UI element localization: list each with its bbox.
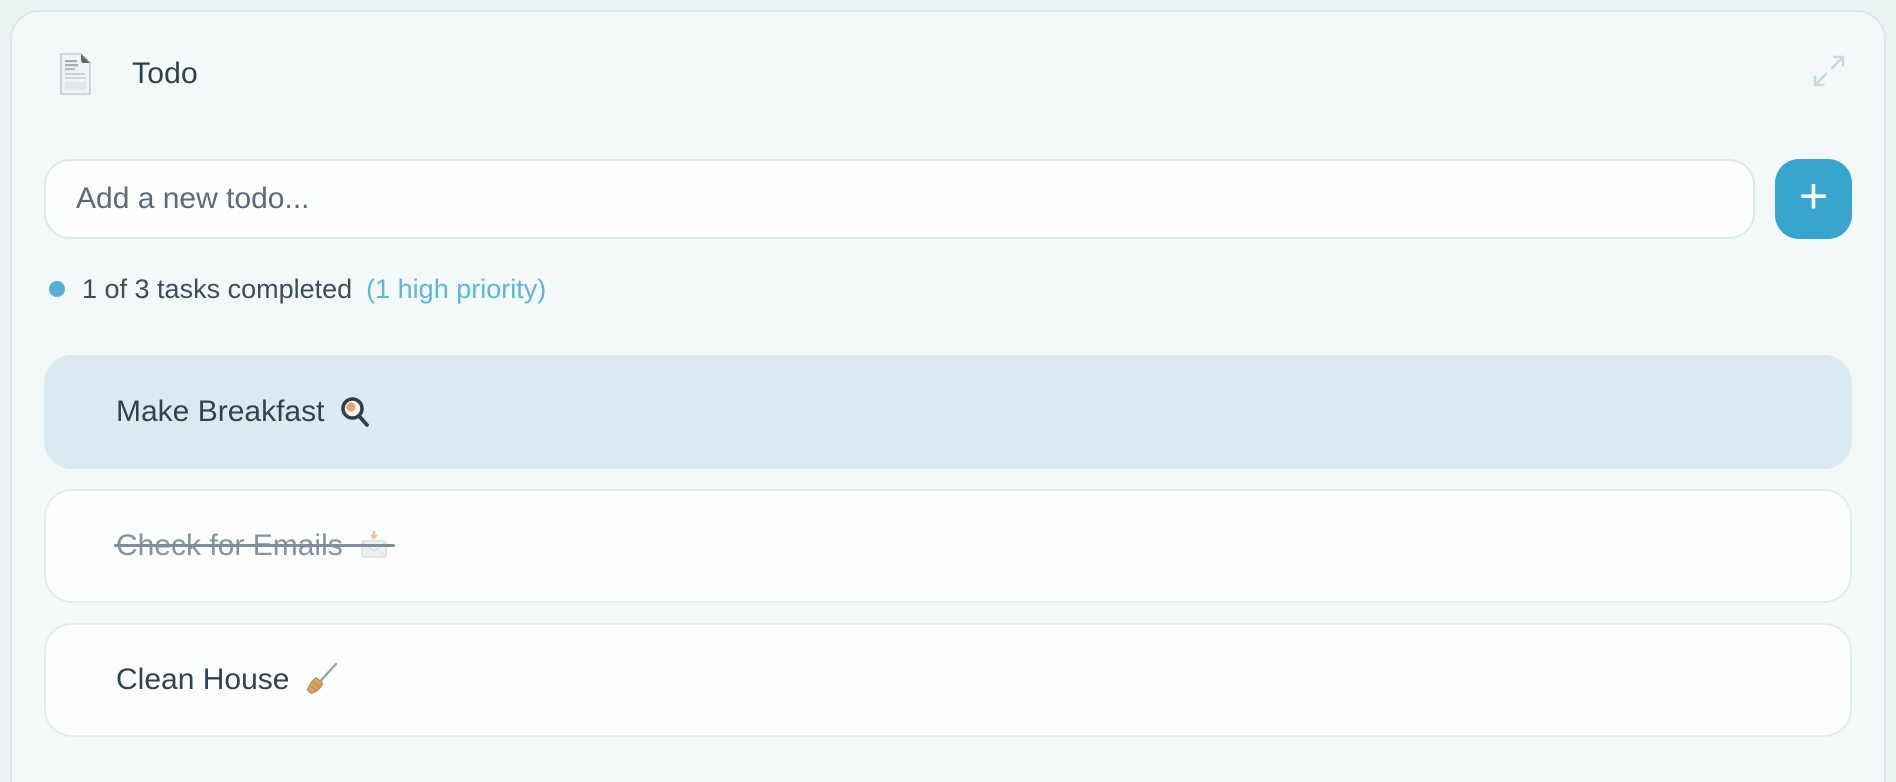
envelope-down-emoji <box>357 529 391 563</box>
todo-list: Make Breakfast Check for Emails <box>44 355 1852 737</box>
status-summary: 1 of 3 tasks completed <box>82 273 353 304</box>
todo-item-check-for-emails[interactable]: Check for Emails <box>44 489 1852 603</box>
todo-label: Make Breakfast <box>116 395 372 429</box>
todo-widget-card: Todo + 1 of 3 tasks completed (1 high pr… <box>10 10 1886 782</box>
todo-label: Clean House <box>116 662 339 698</box>
broom-emoji <box>303 662 339 698</box>
todo-item-clean-house[interactable]: Clean House <box>44 623 1852 737</box>
todo-label: Check for Emails <box>114 529 395 563</box>
document-page-icon <box>52 51 98 97</box>
fried-egg-emoji <box>338 395 372 429</box>
new-todo-row: + <box>44 159 1852 239</box>
todo-text: Make Breakfast <box>116 395 325 428</box>
status-row: 1 of 3 tasks completed (1 high priority) <box>44 273 1852 305</box>
add-todo-button[interactable]: + <box>1775 159 1852 239</box>
new-todo-input[interactable] <box>44 159 1755 239</box>
widget-header: Todo <box>44 44 1852 104</box>
todo-item-make-breakfast[interactable]: Make Breakfast <box>44 355 1852 469</box>
todo-text: Check for Emails <box>116 529 343 562</box>
status-priority-note: (1 high priority) <box>366 273 547 304</box>
expand-diagonal-icon[interactable] <box>1810 52 1848 90</box>
todo-text: Clean House <box>116 663 290 696</box>
widget-title: Todo <box>132 57 198 90</box>
status-dot <box>49 281 65 297</box>
